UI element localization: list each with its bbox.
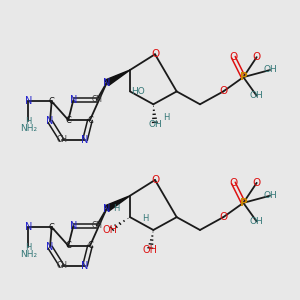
Text: H: H — [25, 243, 32, 252]
Text: H: H — [25, 117, 32, 126]
Text: OH: OH — [263, 191, 277, 200]
Text: OH: OH — [250, 91, 263, 100]
Text: O: O — [253, 52, 261, 62]
Text: N: N — [103, 78, 110, 88]
Text: OH: OH — [103, 225, 118, 235]
Text: C: C — [65, 116, 71, 124]
Text: NH₂: NH₂ — [20, 124, 37, 133]
Text: CH: CH — [56, 261, 67, 270]
Text: N: N — [70, 221, 77, 231]
Text: C: C — [49, 223, 55, 232]
Text: C: C — [87, 241, 93, 250]
Text: O: O — [229, 52, 238, 62]
Text: O: O — [151, 49, 159, 59]
Text: O: O — [219, 212, 227, 222]
Text: H: H — [142, 214, 148, 223]
Text: OH: OH — [250, 217, 263, 226]
Text: CH: CH — [91, 95, 102, 104]
Text: N: N — [81, 135, 89, 145]
Text: CH: CH — [56, 136, 67, 145]
Text: H: H — [164, 112, 170, 122]
Text: OH: OH — [263, 65, 277, 74]
Text: O: O — [219, 86, 227, 96]
Text: OH: OH — [142, 245, 158, 255]
Text: OH: OH — [148, 120, 162, 129]
Text: N: N — [103, 204, 110, 214]
Text: O: O — [253, 178, 261, 188]
Text: C: C — [87, 116, 93, 124]
Text: N: N — [46, 242, 54, 252]
Text: P: P — [239, 198, 247, 208]
Text: C: C — [65, 241, 71, 250]
Text: O: O — [151, 175, 159, 185]
Text: P: P — [239, 72, 247, 82]
Polygon shape — [105, 196, 130, 211]
Polygon shape — [105, 70, 130, 86]
Text: N: N — [46, 116, 54, 126]
Text: C: C — [49, 97, 55, 106]
Text: N: N — [25, 96, 32, 106]
Text: N: N — [70, 95, 77, 105]
Text: N: N — [81, 261, 89, 271]
Text: N: N — [25, 222, 32, 232]
Text: H: H — [113, 204, 120, 213]
Text: O: O — [229, 178, 238, 188]
Text: HO: HO — [131, 87, 145, 96]
Text: NH₂: NH₂ — [20, 250, 37, 259]
Text: CH: CH — [91, 221, 102, 230]
